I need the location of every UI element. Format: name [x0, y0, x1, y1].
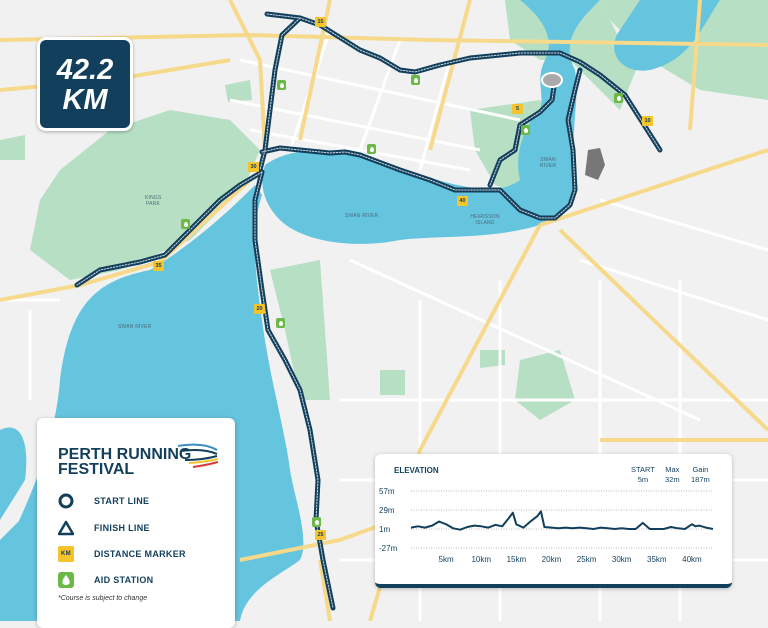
label-swan-river: SWAN RIVER — [118, 324, 152, 330]
aid-station-icon — [181, 219, 190, 229]
start-circle-icon — [58, 493, 74, 509]
elevation-chart: 57m 29m 1m -27m 5km 10km 15km 20km 25km 30km 35km 4… — [379, 487, 714, 564]
x-tick-label: 20km — [542, 555, 562, 564]
x-tick-label: 5km — [439, 555, 454, 564]
logo-swoosh-icon — [177, 443, 219, 468]
logo-line-2: FESTIVAL — [58, 461, 135, 478]
stat-label: START — [631, 465, 655, 474]
finish-triangle-icon — [58, 520, 74, 536]
festival-logo: PERTH RUNNING FESTIVAL — [58, 446, 192, 478]
elevation-title: ELEVATION — [394, 466, 439, 475]
distance-marker-40: 40 — [457, 196, 468, 206]
aid-station-icon — [276, 318, 285, 328]
legend-label: DISTANCE MARKER — [94, 549, 186, 559]
legend-start-line: START LINE — [58, 493, 149, 509]
distance-badge: 42.2 KM — [37, 37, 133, 131]
x-tick-label: 35km — [647, 555, 667, 564]
x-tick-label: 25km — [577, 555, 597, 564]
aid-station-icon — [614, 93, 623, 103]
aid-station-icon — [277, 80, 286, 90]
water-drop-icon — [58, 572, 74, 588]
distance-marker-20: 20 — [254, 304, 265, 314]
x-tick-label: 40km — [682, 555, 702, 564]
y-tick-label: -27m — [379, 544, 398, 553]
stat-value: 5m — [637, 475, 649, 484]
stadium-icon — [541, 72, 563, 88]
stat-label: Gain — [692, 465, 709, 474]
distance-marker-10: 10 — [642, 116, 653, 126]
stat-start: START 5m — [631, 465, 655, 485]
elevation-panel: ELEVATION START 5m Max 32m Gain 187m 57m 29m… — [375, 454, 732, 588]
label-heirisson-island: HEIRISSON ISLAND — [470, 214, 500, 226]
legend-panel: PERTH RUNNING FESTIVAL START LINE FINISH… — [37, 418, 235, 628]
legend-label: AID STATION — [94, 575, 154, 585]
y-tick-label: 57m — [379, 487, 395, 496]
distance-marker-30: 30 — [248, 162, 259, 172]
logo-line-1: PERTH RUNNING — [58, 446, 192, 463]
label-swan-river: SWAN RIVER — [539, 157, 557, 169]
badge-distance: 42.2 — [56, 54, 114, 86]
km-marker-icon: KM — [58, 546, 74, 562]
legend-distance-marker: KM DISTANCE MARKER — [58, 546, 186, 562]
stat-label: Max — [665, 465, 680, 474]
x-tick-label: 15km — [507, 555, 527, 564]
x-tick-label: 10km — [471, 555, 491, 564]
stat-value: 187m — [691, 475, 710, 484]
elevation-line — [410, 510, 714, 531]
legend-finish-line: FINISH LINE — [58, 520, 150, 536]
aid-station-icon — [367, 144, 376, 154]
badge-unit: KM — [62, 84, 108, 116]
y-tick-label: 1m — [379, 525, 390, 534]
label-swan-river: SWAN RIVER — [345, 213, 379, 219]
stat-value: 32m — [665, 475, 680, 484]
x-tick-label: 30km — [612, 555, 632, 564]
distance-marker-5: 5 — [512, 104, 523, 114]
distance-marker-35: 35 — [153, 261, 164, 271]
y-tick-label: 29m — [379, 506, 395, 515]
aid-station-icon — [312, 517, 321, 527]
legend-label: START LINE — [94, 496, 150, 506]
building-complex-icon — [585, 148, 605, 180]
stat-gain: Gain 187m — [691, 465, 710, 485]
marathon-route — [74, 11, 663, 611]
stat-max: Max 32m — [665, 465, 680, 485]
label-kings-park: KINGS PARK — [145, 195, 162, 207]
legend-aid-station: AID STATION — [58, 572, 153, 588]
distance-marker-25: 25 — [315, 530, 326, 540]
legend-label: FINISH LINE — [94, 523, 150, 533]
course-note: *Course is subject to change — [58, 595, 148, 602]
aid-station-icon — [411, 75, 420, 85]
distance-marker-15: 15 — [315, 17, 326, 27]
aid-station-icon — [521, 125, 530, 135]
